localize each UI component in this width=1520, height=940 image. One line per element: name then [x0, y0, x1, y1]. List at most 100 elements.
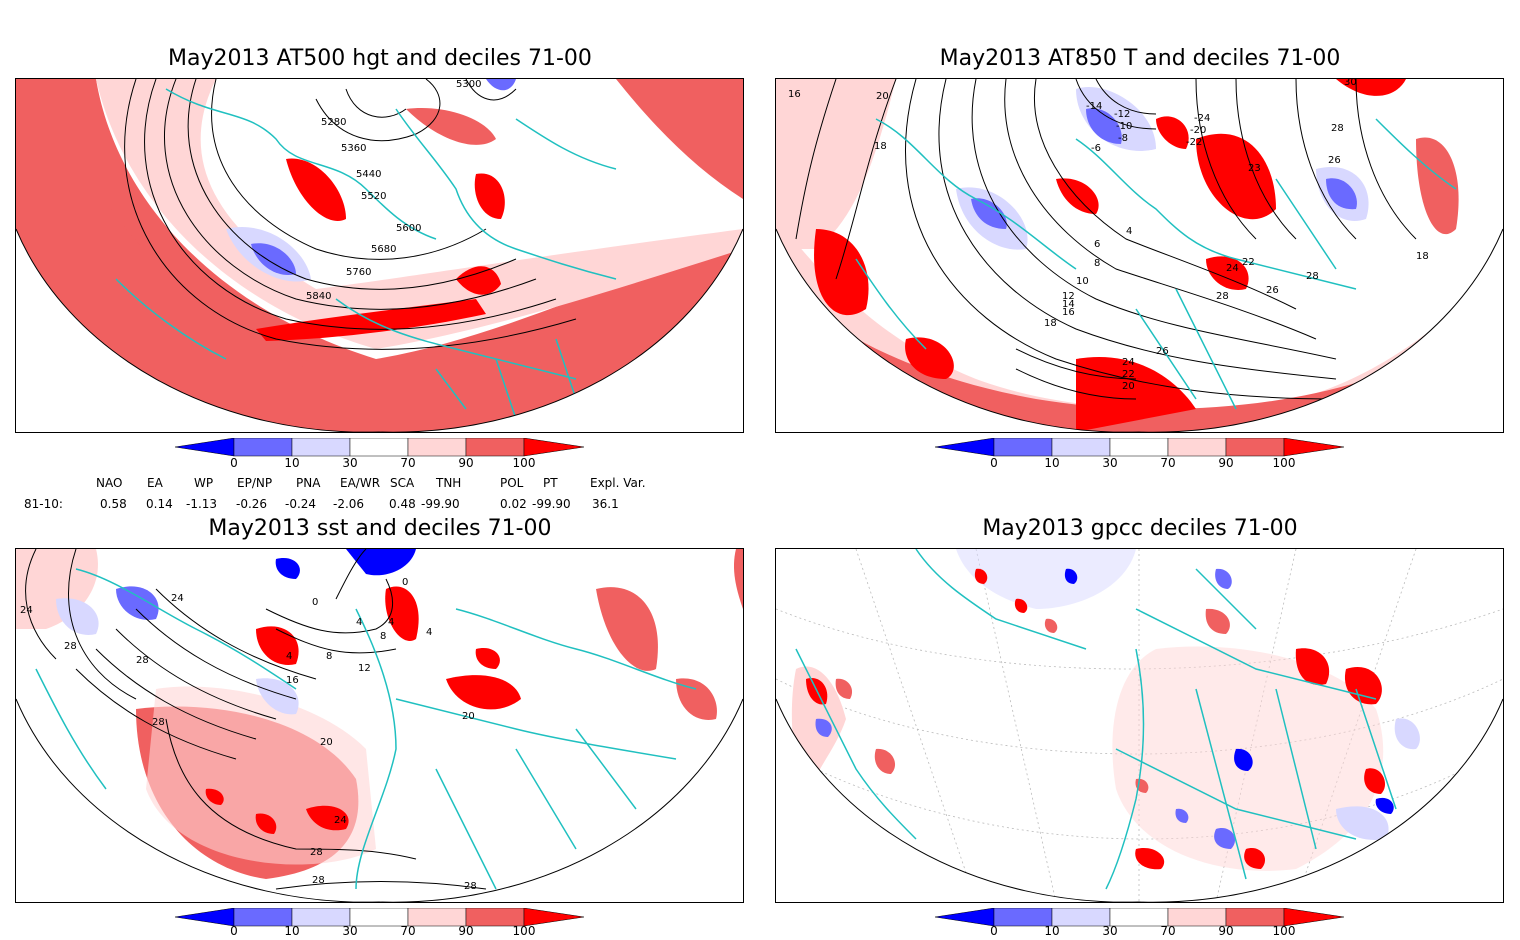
contour-label: 14: [1062, 299, 1075, 310]
contour-label: 5680: [371, 244, 396, 255]
contour-label: 18: [1416, 251, 1429, 262]
contour-label: 26: [1156, 346, 1169, 357]
contour-label: 24: [20, 605, 33, 616]
index-value: -2.06: [333, 497, 365, 511]
colorbar-label: 100: [1272, 456, 1296, 470]
index-name: NAO: [96, 476, 123, 490]
contour-label: 30: [1344, 79, 1357, 88]
sst-contour-labels: 24 24 28 28 28 0 4 4 4 8 12 16 8 4 0 20 …: [20, 577, 477, 892]
contour-label: 28: [310, 847, 323, 858]
contour-label: -8: [1118, 133, 1128, 144]
hgt500-contour-labels: 5300 5280 5360 5440 5520 5600 5680 5760 …: [306, 79, 481, 302]
index-name: WP: [194, 476, 214, 490]
map-gpcc-svg: [776, 549, 1503, 902]
contour-label: 22: [1242, 257, 1255, 268]
contour-label: 6: [1094, 239, 1100, 250]
colorbar-svg: [934, 437, 1345, 457]
index-value: -0.24: [285, 497, 317, 511]
panel-title-gpcc: May2013 gpcc deciles 71-00: [982, 516, 1298, 541]
colorbar-label: 90: [1218, 456, 1234, 470]
contour-label: 5440: [356, 169, 381, 180]
contour-label: 4: [388, 617, 394, 628]
contour-label: 4: [356, 617, 362, 628]
index-name: PNA: [296, 476, 321, 490]
contour-label: 28: [152, 717, 165, 728]
contour-label: 16: [1062, 307, 1075, 318]
index-value: 0.14: [146, 497, 173, 511]
contour-label: 10: [1076, 276, 1089, 287]
contour-label: 20: [1122, 381, 1135, 392]
index-value: -99.90: [532, 497, 571, 511]
colorbar-label: 10: [284, 456, 300, 470]
indices-row-label: 81-10:: [24, 497, 63, 511]
index-name: EP/NP: [237, 476, 273, 490]
colorbar-t850: 0 10 30 70 90 100: [934, 437, 1345, 478]
contour-label: 18: [874, 141, 887, 152]
index-value: -1.13: [186, 497, 218, 511]
map-sst-svg: 24 24 28 28 28 0 4 4 4 8 12 16 8 4 0 20 …: [16, 549, 743, 902]
colorbar-gpcc: 0 10 30 70 90 100: [934, 907, 1345, 940]
colorbar-label: 30: [342, 456, 358, 470]
colorbar-label: 70: [1160, 456, 1176, 470]
map-t850: 16 20 18 -14 -12 -10 -8 -6 -24 -20 -22 4…: [775, 78, 1504, 433]
colorbar-label: 100: [512, 456, 536, 470]
index-value: 0.58: [100, 497, 127, 511]
colorbar-svg: [174, 907, 585, 927]
contour-label: 5360: [341, 143, 366, 154]
contour-label: 20: [462, 711, 475, 722]
contour-label: 8: [380, 631, 386, 642]
contour-label: 24: [334, 815, 347, 826]
index-name: EA: [147, 476, 163, 490]
contour-label: -12: [1114, 109, 1130, 120]
contour-label: 4: [286, 651, 292, 662]
colorbar-label: 90: [458, 924, 474, 938]
index-name: EA/WR: [340, 476, 381, 490]
contour-label: 20: [320, 737, 333, 748]
panel-title-sst: May2013 sst and deciles 71-00: [208, 516, 552, 541]
colorbar-label: 70: [400, 456, 416, 470]
contour-label: 28: [64, 641, 77, 652]
colorbar-label: 0: [990, 456, 998, 470]
colorbar-label: 100: [512, 924, 536, 938]
contour-label: 16: [286, 675, 299, 686]
colorbar-label: 10: [1044, 924, 1060, 938]
panel-title-t850: May2013 AT850 T and deciles 71-00: [939, 46, 1341, 71]
contour-label: -22: [1186, 137, 1202, 148]
colorbar-svg: [174, 437, 585, 457]
contour-label: 28: [464, 881, 477, 892]
contour-label: -10: [1116, 121, 1132, 132]
contour-label: 26: [1266, 285, 1279, 296]
colorbar-hgt500: 0 10 30 70 90 100: [174, 437, 585, 478]
colorbar-label: 90: [1218, 924, 1234, 938]
colorbar-label: 70: [1160, 924, 1176, 938]
index-name: PT: [543, 476, 558, 490]
map-t850-svg: 16 20 18 -14 -12 -10 -8 -6 -24 -20 -22 4…: [776, 79, 1503, 432]
contour-label: 5840: [306, 291, 331, 302]
contour-label: 8: [1094, 258, 1100, 269]
contour-label: 4: [1126, 226, 1132, 237]
contour-label: 8: [326, 651, 332, 662]
colorbar-label: 30: [1102, 456, 1118, 470]
contour-label: -14: [1086, 101, 1102, 112]
contour-label: -20: [1190, 125, 1206, 136]
colorbar-label: 70: [400, 924, 416, 938]
contour-label: 28: [1306, 271, 1319, 282]
contour-label: 24: [1226, 263, 1239, 274]
t850-contour-labels: 16 20 18 -14 -12 -10 -8 -6 -24 -20 -22 4…: [788, 79, 1429, 392]
index-value: -0.26: [236, 497, 268, 511]
colorbar-label: 100: [1272, 924, 1296, 938]
contour-label: 4: [426, 627, 432, 638]
colorbar-label: 30: [1102, 924, 1118, 938]
contour-label: 12: [1062, 291, 1075, 302]
colorbar-label: 10: [284, 924, 300, 938]
colorbar-label: 0: [230, 456, 238, 470]
index-value: 0.48: [389, 497, 416, 511]
index-name: Expl. Var.: [590, 476, 646, 490]
contour-label: -6: [1091, 143, 1101, 154]
contour-label: 24: [171, 593, 184, 604]
contour-label: 5760: [346, 267, 371, 278]
contour-label: 24: [1122, 357, 1135, 368]
contour-label: 28: [1331, 123, 1344, 134]
contour-label: 20: [876, 91, 889, 102]
colorbar-label: 10: [1044, 456, 1060, 470]
